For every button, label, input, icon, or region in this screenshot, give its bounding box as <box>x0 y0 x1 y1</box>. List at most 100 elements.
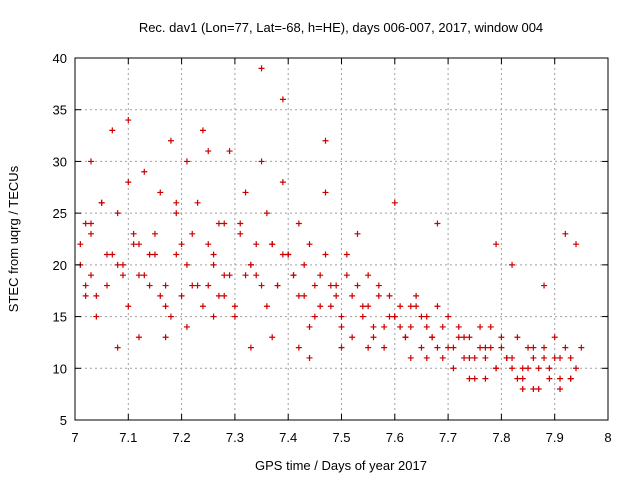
data-point <box>82 292 89 299</box>
y-tick-label: 40 <box>53 51 67 66</box>
data-point <box>82 220 89 227</box>
data-point <box>413 303 420 310</box>
data-point <box>509 261 516 268</box>
data-point <box>354 282 361 289</box>
data-point <box>226 272 233 279</box>
data-point <box>503 354 510 361</box>
data-point <box>498 344 505 351</box>
data-point <box>258 65 265 72</box>
data-point <box>439 323 446 330</box>
data-point <box>199 127 206 134</box>
data-point <box>487 344 494 351</box>
data-point <box>471 375 478 382</box>
data-point <box>519 365 526 372</box>
axis-ticks <box>74 57 609 421</box>
data-point <box>178 292 185 299</box>
data-point <box>114 261 121 268</box>
data-point <box>439 354 446 361</box>
data-point <box>578 344 585 351</box>
data-point <box>221 272 228 279</box>
x-tick-label: 7.3 <box>226 430 244 445</box>
data-point <box>221 220 228 227</box>
chart-title: Rec. dav1 (Lon=77, Lat=-68, h=HE), days … <box>139 20 543 35</box>
x-tick-label: 7.7 <box>439 430 457 445</box>
data-point <box>365 272 372 279</box>
data-point <box>109 127 116 134</box>
data-point <box>546 365 553 372</box>
data-point <box>525 344 532 351</box>
data-point <box>541 354 548 361</box>
data-point <box>135 272 142 279</box>
data-point <box>493 365 500 372</box>
data-point <box>434 220 441 227</box>
data-point <box>205 282 212 289</box>
data-point <box>413 292 420 299</box>
data-point <box>477 344 484 351</box>
data-point <box>365 344 372 351</box>
data-point <box>423 354 430 361</box>
data-point <box>247 344 254 351</box>
data-point <box>482 375 489 382</box>
data-point <box>573 241 580 248</box>
y-axis-label: STEC from uqrg / TECUs <box>6 165 21 312</box>
data-point <box>461 334 468 341</box>
data-point <box>215 220 222 227</box>
x-tick-label: 8 <box>604 430 611 445</box>
data-point <box>429 334 436 341</box>
x-tick-label: 7 <box>71 430 78 445</box>
data-point <box>157 189 164 196</box>
y-tick-label: 15 <box>53 310 67 325</box>
data-point <box>98 199 105 206</box>
data-point <box>530 344 537 351</box>
data-point <box>295 344 302 351</box>
data-point <box>210 261 217 268</box>
data-point <box>306 323 313 330</box>
data-point <box>295 220 302 227</box>
data-point <box>338 344 345 351</box>
data-point <box>519 385 526 392</box>
data-point <box>279 96 286 103</box>
data-point <box>103 251 110 258</box>
data-point <box>93 292 100 299</box>
data-point <box>477 323 484 330</box>
data-point <box>386 313 393 320</box>
data-point <box>509 354 516 361</box>
data-point <box>466 354 473 361</box>
data-point <box>258 282 265 289</box>
data-point <box>210 313 217 320</box>
y-tick-label: 10 <box>53 361 67 376</box>
data-point <box>141 272 148 279</box>
data-point <box>333 292 340 299</box>
data-point <box>279 251 286 258</box>
data-point <box>445 313 452 320</box>
data-point <box>141 168 148 175</box>
data-point <box>306 354 313 361</box>
data-point <box>269 241 276 248</box>
data-point <box>162 282 169 289</box>
data-point <box>343 272 350 279</box>
data-point <box>557 385 564 392</box>
data-point <box>349 292 356 299</box>
data-point <box>567 354 574 361</box>
data-point <box>461 354 468 361</box>
data-point <box>573 365 580 372</box>
data-point <box>482 354 489 361</box>
data-point <box>365 303 372 310</box>
data-point <box>215 292 222 299</box>
data-point <box>274 282 281 289</box>
data-point <box>407 354 414 361</box>
data-point <box>210 251 217 258</box>
data-point <box>258 158 265 165</box>
data-point <box>247 261 254 268</box>
data-point <box>242 189 249 196</box>
data-point <box>562 344 569 351</box>
data-point <box>295 292 302 299</box>
data-point <box>407 323 414 330</box>
data-point <box>557 375 564 382</box>
data-point <box>338 323 345 330</box>
data-point <box>151 230 158 237</box>
data-point <box>423 323 430 330</box>
data-point <box>263 303 270 310</box>
data-point <box>183 261 190 268</box>
